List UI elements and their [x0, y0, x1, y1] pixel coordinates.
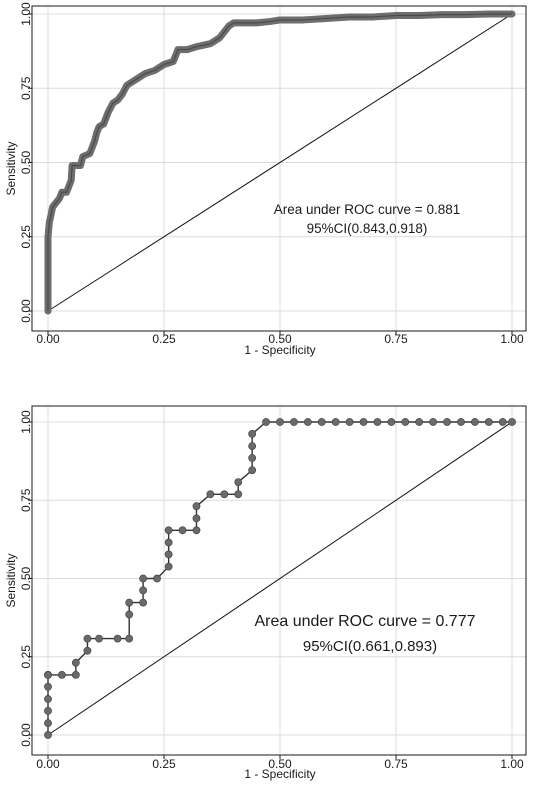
y-axis-label: Sensitivity [4, 553, 18, 607]
roc-point [44, 706, 52, 715]
roc-point [164, 562, 173, 571]
x-tick-label: 0.25 [152, 332, 176, 346]
roc-point [125, 598, 134, 607]
x-tick-label: 0.00 [36, 757, 60, 771]
roc-point [234, 490, 243, 499]
roc-point [220, 490, 229, 499]
roc-point [153, 574, 161, 583]
roc-point [248, 466, 257, 475]
roc-point [139, 574, 148, 583]
roc-point [248, 429, 257, 438]
roc-point [317, 418, 326, 426]
roc-point [303, 418, 312, 426]
y-tick-label: 0.50 [19, 566, 33, 590]
roc-point [498, 418, 507, 426]
roc-point [95, 634, 103, 643]
roc-point [83, 646, 92, 655]
roc-point [139, 586, 148, 595]
roc-point [44, 719, 52, 728]
x-axis-label: 1 - Specificity [244, 343, 315, 357]
roc-point [508, 418, 516, 426]
roc-point [429, 418, 438, 426]
y-tick-label: 0.75 [19, 76, 33, 100]
roc-point [192, 502, 201, 511]
roc-point [71, 671, 80, 679]
y-tick-label: 1.00 [19, 2, 33, 26]
x-tick-label: 0.25 [152, 757, 176, 771]
roc-point [387, 418, 396, 426]
roc-point [71, 658, 80, 667]
ci-annotation: 95%CI(0.843,0.918) [307, 221, 428, 236]
roc-point [262, 418, 270, 426]
roc-point [178, 526, 187, 535]
roc-point [248, 442, 257, 451]
y-tick-label: 0.25 [19, 645, 33, 669]
roc-panel-1: 0.000.00 0.25 0.25 0.50 0.50 0.75 0.75 1.00 1.00… [4, 2, 527, 357]
ci-annotation: 95%CI(0.661,0.893) [303, 638, 437, 655]
x-tick-label: 1.00 [500, 757, 524, 771]
plot-frame [31, 405, 527, 756]
y-tick-label: 0.00 [19, 723, 33, 747]
roc-point [192, 514, 201, 523]
y-tick-label: 0.25 [19, 225, 33, 249]
roc-point [44, 671, 52, 679]
x-tick-label: 0.75 [384, 757, 408, 771]
roc-point [401, 418, 410, 426]
roc-point [164, 538, 173, 547]
x-tick-label: 0.75 [384, 332, 408, 346]
roc-point [125, 634, 134, 643]
plot-frame [31, 5, 527, 332]
reference-diagonal-line [47, 421, 513, 736]
roc-point [276, 418, 284, 426]
roc-point [164, 550, 173, 559]
reference-diagonal-line [47, 13, 513, 312]
y-tick-label: 1.00 [19, 410, 33, 434]
roc-point [206, 490, 215, 499]
y-tick-label: 0.75 [19, 488, 33, 512]
roc-point [457, 418, 465, 426]
roc-point [139, 598, 148, 607]
roc-point [345, 418, 354, 426]
roc-point [44, 731, 52, 739]
x-tick-label: 1.00 [500, 332, 524, 346]
roc-point [415, 418, 424, 426]
x-axis-label: 1 - Specificity [244, 767, 315, 781]
roc-point [359, 418, 368, 426]
auc-annotation: Area under ROC curve = 0.881 [274, 202, 460, 217]
roc-panel-2: 0.000.00 0.25 0.25 0.50 0.50 0.75 0.75 1.00 1.00… [4, 405, 527, 781]
auc-annotation: Area under ROC curve = 0.777 [254, 613, 475, 630]
roc-point [443, 418, 451, 426]
roc-point [290, 418, 298, 426]
x-tick-label: 0.00 [36, 332, 60, 346]
roc-point [192, 526, 201, 535]
roc-point [248, 454, 257, 462]
roc-point [331, 418, 340, 426]
y-tick-label: 0.00 [19, 299, 33, 323]
roc-point [58, 671, 66, 679]
y-tick-label: 0.50 [19, 150, 33, 174]
roc-point [44, 682, 52, 691]
roc-point [83, 634, 92, 643]
roc-point [113, 634, 122, 643]
roc-curve-core-line [47, 13, 512, 311]
roc-point [373, 418, 382, 426]
roc-point [164, 526, 173, 535]
x-tick-label: 0.50 [268, 332, 292, 346]
roc-point [44, 695, 52, 703]
roc-point [484, 418, 493, 426]
roc-point [234, 478, 243, 486]
x-tick-label: 0.50 [268, 757, 292, 771]
roc-point [125, 610, 134, 619]
roc-point [470, 418, 479, 426]
y-axis-label: Sensitivity [4, 141, 18, 195]
